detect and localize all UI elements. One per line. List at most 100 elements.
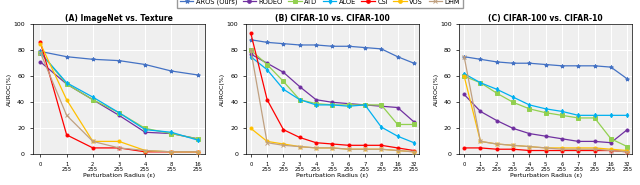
RODEO [168,132,175,135]
CSI [280,129,287,131]
CSI [312,142,320,144]
RODEO [345,102,353,105]
CSI [378,144,385,146]
AROS (Ours) [115,60,123,62]
DHM [141,149,149,152]
Title: (C) CIFAR-100 vs. CIFAR-10: (C) CIFAR-100 vs. CIFAR-10 [488,14,603,23]
CSI [542,149,550,152]
Line: ATD: ATD [463,75,628,148]
ALOE [493,88,500,90]
ALOE [36,52,44,54]
CSI [460,147,468,149]
CSI [194,151,202,153]
RODEO [280,71,287,73]
AROS (Ours) [575,65,582,67]
AROS (Ours) [312,44,320,46]
VOS [63,99,70,101]
CSI [141,151,149,153]
ALOE [194,139,202,141]
RODEO [607,142,615,144]
AROS (Ours) [607,66,615,68]
RODEO [247,53,255,55]
ATD [623,145,631,148]
CSI [115,147,123,149]
CSI [168,151,175,153]
VOS [591,147,598,149]
VOS [493,143,500,145]
ALOE [477,82,484,84]
DHM [115,147,123,149]
ALOE [247,56,255,58]
ALOE [296,99,303,101]
Line: VOS: VOS [463,75,628,152]
DHM [63,114,70,116]
AROS (Ours) [477,58,484,60]
ALOE [410,142,418,144]
ALOE [509,96,517,98]
ALOE [575,114,582,116]
Line: DHM: DHM [39,51,199,153]
AROS (Ours) [141,63,149,66]
CSI [63,134,70,136]
RODEO [410,121,418,123]
CSI [525,149,533,152]
ALOE [115,112,123,114]
CSI [591,149,598,152]
AROS (Ours) [591,65,598,67]
Y-axis label: AUROC(%): AUROC(%) [220,73,225,106]
ATD [591,117,598,119]
DHM [509,144,517,146]
AROS (Ours) [378,48,385,50]
RODEO [525,132,533,135]
AROS (Ours) [345,45,353,47]
ATD [525,108,533,110]
ATD [280,80,287,83]
RODEO [394,106,401,109]
ALOE [378,126,385,128]
DHM [477,140,484,142]
RODEO [493,120,500,122]
RODEO [194,138,202,140]
VOS [247,127,255,130]
Line: VOS: VOS [250,127,415,153]
ALOE [328,104,336,106]
RODEO [378,105,385,107]
DHM [296,145,303,148]
RODEO [115,114,123,116]
Line: CSI: CSI [463,146,628,153]
AROS (Ours) [509,62,517,64]
CSI [247,32,255,34]
DHM [575,148,582,150]
RODEO [542,135,550,137]
Line: DHM: DHM [463,55,628,153]
Title: (B) CIFAR-10 vs. CIFAR-100: (B) CIFAR-10 vs. CIFAR-100 [275,14,390,23]
ATD [312,102,320,105]
VOS [115,140,123,142]
AROS (Ours) [296,44,303,46]
VOS [168,151,175,153]
AROS (Ours) [394,56,401,58]
Legend: AROS (Ours), RODEO, ATD, ALOE, CSI, VOS, DHM: AROS (Ours), RODEO, ATD, ALOE, CSI, VOS,… [177,0,463,8]
Line: ATD: ATD [39,51,199,140]
X-axis label: Perturbation Radius (ε): Perturbation Radius (ε) [296,173,369,178]
AROS (Ours) [328,45,336,47]
Line: ATD: ATD [250,49,415,126]
ATD [493,92,500,94]
ATD [378,104,385,106]
CSI [89,147,97,149]
DHM [361,148,369,150]
Line: ALOE: ALOE [250,55,415,144]
ATD [168,132,175,135]
ALOE [280,88,287,90]
DHM [280,144,287,146]
RODEO [361,104,369,106]
Line: AROS (Ours): AROS (Ours) [462,55,629,81]
VOS [194,151,202,153]
RODEO [460,93,468,96]
Y-axis label: AUROC(%): AUROC(%) [434,73,438,106]
ALOE [558,110,566,112]
ALOE [345,105,353,107]
DHM [394,149,401,152]
DHM [410,151,418,153]
DHM [607,149,615,152]
